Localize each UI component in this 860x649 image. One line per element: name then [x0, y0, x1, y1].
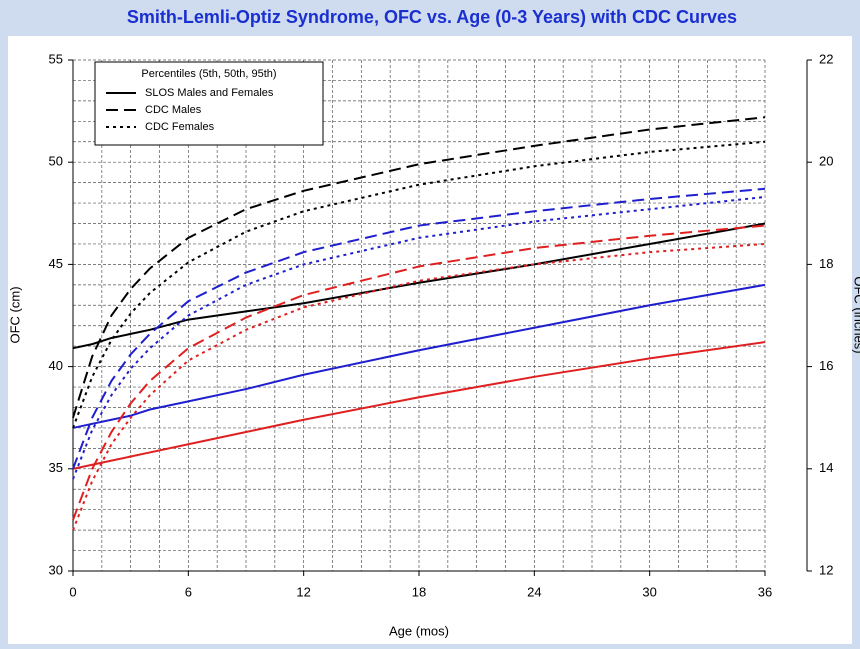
- series-line: [72, 195, 766, 480]
- y2-axis-label: OFC (inches): [852, 276, 860, 353]
- y-tick-label: 50: [49, 154, 63, 169]
- legend-label: CDC Males: [145, 104, 202, 116]
- series-line: [72, 283, 766, 429]
- legend-title: Percentiles (5th, 50th, 95th): [141, 68, 276, 80]
- series-line: [72, 116, 766, 418]
- x-tick-label: 18: [412, 584, 426, 599]
- y2-tick-label: 18: [819, 256, 833, 271]
- series-line: [72, 224, 766, 521]
- y2-tick-label: 22: [819, 51, 833, 66]
- y-tick-label: 45: [49, 256, 63, 271]
- y-tick-label: 30: [49, 562, 63, 577]
- y2-tick-label: 16: [819, 358, 833, 373]
- series-line: [72, 187, 766, 470]
- x-tick-label: 24: [527, 584, 541, 599]
- y2-tick-label: 12: [819, 562, 833, 577]
- x-tick-label: 6: [185, 584, 192, 599]
- chart-title: Smith-Lemli-Optiz Syndrome, OFC vs. Age …: [127, 7, 737, 27]
- x-tick-label: 36: [758, 584, 772, 599]
- y-tick-label: 40: [49, 358, 63, 373]
- x-tick-label: 0: [69, 584, 76, 599]
- x-tick-label: 30: [642, 584, 656, 599]
- series-line: [72, 140, 766, 429]
- legend-label: SLOS Males and Females: [145, 87, 274, 99]
- series-line: [72, 242, 766, 531]
- y-tick-label: 35: [49, 460, 63, 475]
- legend-label: CDC Females: [145, 121, 215, 133]
- y2-tick-label: 20: [819, 154, 833, 169]
- legend-box: [94, 61, 324, 146]
- series-line: [72, 222, 766, 350]
- y-tick-label: 55: [49, 51, 63, 66]
- x-axis-label: Age (mos): [389, 623, 449, 638]
- y2-tick-label: 14: [819, 460, 833, 475]
- y-axis-label: OFC (cm): [7, 286, 22, 343]
- series-line: [72, 341, 766, 470]
- x-tick-label: 12: [296, 584, 310, 599]
